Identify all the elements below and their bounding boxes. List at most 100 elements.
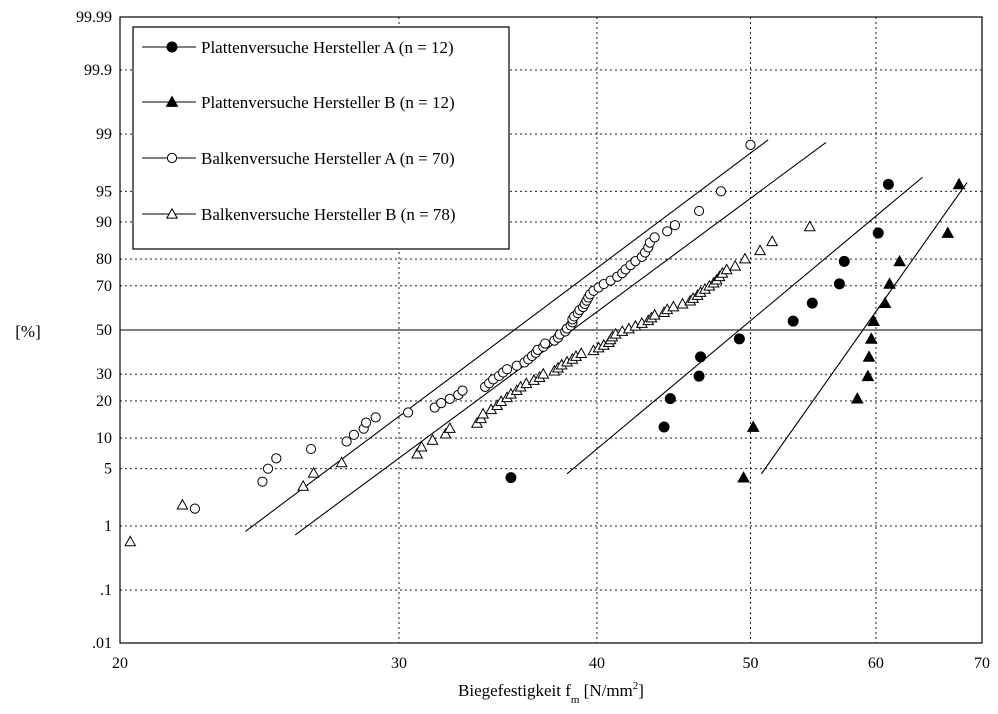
legend-marker xyxy=(166,152,178,164)
y-axis-label: [%] xyxy=(15,322,40,341)
y-tick-label: 99 xyxy=(96,126,112,143)
legend-label: Plattenversuche Hersteller B (n = 12) xyxy=(201,93,455,112)
x-tick-label: 20 xyxy=(112,655,128,672)
data-point xyxy=(664,393,676,405)
data-point xyxy=(257,476,268,487)
y-tick-label: 10 xyxy=(96,430,112,447)
legend: Plattenversuche Hersteller A (n = 12) Pla… xyxy=(132,26,510,250)
legend-marker xyxy=(165,207,179,219)
data-point xyxy=(575,347,588,358)
data-point xyxy=(746,420,760,432)
data-point xyxy=(649,232,660,243)
data-point xyxy=(676,297,689,309)
data-point xyxy=(439,427,452,439)
data-point xyxy=(457,385,468,396)
plot-border xyxy=(119,16,983,644)
y-tick-label: 70 xyxy=(96,278,112,295)
data-point xyxy=(693,205,705,217)
data-point xyxy=(648,308,661,320)
data-point xyxy=(861,369,875,382)
y-tick-label: 20 xyxy=(96,393,112,410)
y-tick-label: 95 xyxy=(96,183,112,200)
data-point xyxy=(803,220,816,232)
legend-marker xyxy=(166,41,178,53)
y-tick-label: 30 xyxy=(96,366,112,383)
data-point xyxy=(733,333,745,345)
data-point xyxy=(669,220,681,231)
y-tick-label: 90 xyxy=(96,214,112,231)
data-point xyxy=(872,227,884,239)
data-point xyxy=(667,300,680,312)
data-point xyxy=(864,332,878,344)
data-point xyxy=(436,398,447,409)
data-point xyxy=(307,466,320,478)
y-tick-label: 99.9 xyxy=(84,62,112,79)
y-tick-label: .01 xyxy=(92,635,112,652)
data-point xyxy=(878,296,892,309)
data-point xyxy=(806,297,818,309)
data-point xyxy=(867,314,880,327)
data-point xyxy=(787,315,799,327)
data-point xyxy=(753,244,767,256)
data-point xyxy=(370,412,381,423)
data-point xyxy=(893,254,906,267)
data-point xyxy=(883,277,896,289)
x-axis-label: Biegefestigkeit fm [N/mm2] xyxy=(458,680,644,706)
data-point xyxy=(766,235,779,247)
x-tick-label: 30 xyxy=(391,655,407,672)
data-point xyxy=(882,178,894,190)
y-tick-label: 99.99 xyxy=(76,9,112,26)
data-point xyxy=(941,226,955,238)
data-point xyxy=(715,186,727,197)
data-point xyxy=(444,393,455,404)
data-point xyxy=(540,338,551,349)
data-point xyxy=(501,364,513,375)
data-point xyxy=(341,436,352,447)
data-point xyxy=(952,177,966,190)
y-tick-label: 1 xyxy=(104,518,112,535)
fit-line xyxy=(566,176,923,475)
y-tick-label: 5 xyxy=(104,461,112,478)
fit-line xyxy=(760,182,968,475)
data-point xyxy=(838,255,850,267)
x-axis-label-close: ] xyxy=(638,681,644,700)
legend-label: Plattenversuche Hersteller A (n = 12) xyxy=(201,38,454,57)
data-point xyxy=(662,226,673,237)
data-point xyxy=(361,417,372,428)
data-point xyxy=(729,259,742,271)
data-point xyxy=(189,503,201,514)
data-point xyxy=(297,479,310,491)
data-point xyxy=(850,392,864,404)
legend-box xyxy=(132,26,510,250)
data-point xyxy=(271,453,282,464)
data-point xyxy=(124,535,137,547)
x-axis-label-sup: 2 xyxy=(633,680,639,692)
data-point xyxy=(415,440,428,452)
legend-items: Plattenversuche Hersteller A (n = 12) Pla… xyxy=(142,38,456,224)
data-point xyxy=(411,447,424,459)
data-point xyxy=(537,367,550,379)
legend-label: Balkenversuche Hersteller B (n = 78) xyxy=(201,205,456,224)
y-tick-label: 50 xyxy=(96,322,112,339)
y-tick-label: .1 xyxy=(100,582,112,599)
data-point xyxy=(693,370,705,382)
data-point xyxy=(335,456,348,468)
x-axis-label-sub: m xyxy=(571,694,580,706)
legend-marker xyxy=(165,95,179,107)
x-tick-labels: 20 30 40 50 60 70 xyxy=(112,655,990,672)
data-point xyxy=(695,351,707,363)
data-point xyxy=(305,443,317,455)
data-points xyxy=(124,139,966,547)
data-point xyxy=(262,463,274,474)
y-tick-labels: .01 .1 1 5 10 20 30 50 70 80 90 95 99 99.9 99.99 xyxy=(76,9,112,652)
data-point xyxy=(862,350,876,362)
data-point xyxy=(737,471,750,483)
x-tick-label: 70 xyxy=(974,655,990,672)
x-axis-label-main: Biegefestigkeit f xyxy=(458,681,571,700)
x-tick-label: 40 xyxy=(589,655,605,672)
data-point xyxy=(403,407,414,418)
data-point xyxy=(348,429,360,440)
data-point xyxy=(505,472,517,484)
data-point xyxy=(426,433,439,445)
